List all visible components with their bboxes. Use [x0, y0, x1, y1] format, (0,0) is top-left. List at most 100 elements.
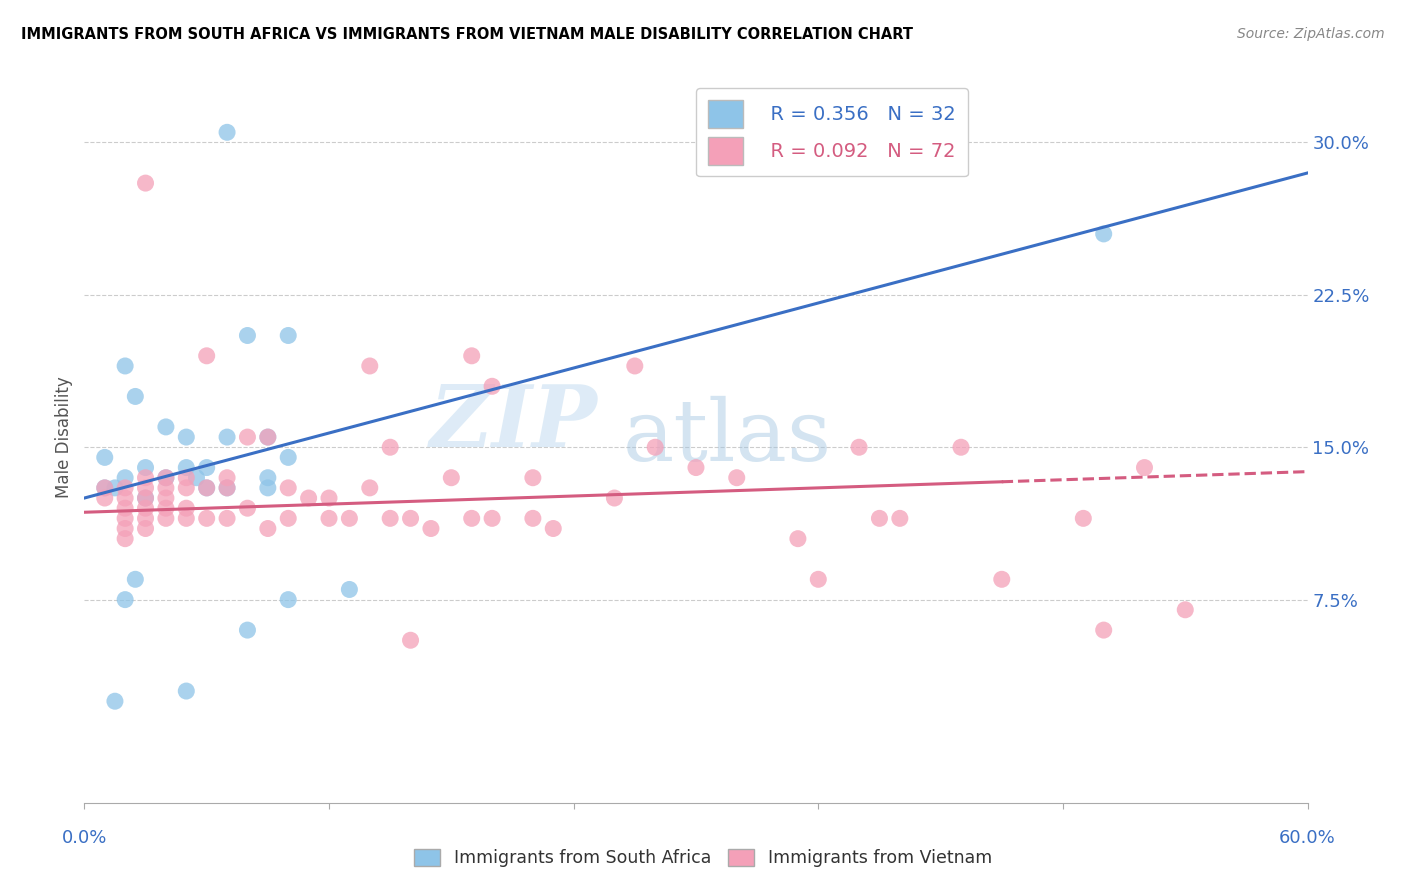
Point — [114, 359, 136, 373]
Point — [889, 511, 911, 525]
Point — [135, 481, 157, 495]
Point — [174, 684, 197, 698]
Point — [1174, 603, 1197, 617]
Point — [217, 430, 239, 444]
Point — [1092, 623, 1115, 637]
Point — [787, 532, 810, 546]
Point — [807, 572, 830, 586]
Point — [522, 471, 544, 485]
Point — [1071, 511, 1094, 525]
Text: 60.0%: 60.0% — [1279, 830, 1336, 847]
Point — [603, 491, 626, 505]
Point — [380, 440, 402, 454]
Point — [135, 511, 157, 525]
Point — [124, 572, 146, 586]
Point — [1133, 460, 1156, 475]
Point — [257, 471, 280, 485]
Point — [339, 511, 360, 525]
Point — [420, 522, 443, 536]
Point — [644, 440, 666, 454]
Point — [257, 522, 280, 536]
Text: IMMIGRANTS FROM SOUTH AFRICA VS IMMIGRANTS FROM VIETNAM MALE DISABILITY CORRELAT: IMMIGRANTS FROM SOUTH AFRICA VS IMMIGRAN… — [21, 27, 912, 42]
Point — [114, 501, 136, 516]
Point — [277, 481, 299, 495]
Point — [155, 471, 177, 485]
Point — [624, 359, 647, 373]
Point — [195, 511, 218, 525]
Point — [236, 430, 259, 444]
Point — [481, 511, 503, 525]
Point — [440, 471, 463, 485]
Point — [217, 481, 239, 495]
Point — [277, 511, 299, 525]
Text: atlas: atlas — [623, 395, 832, 479]
Point — [174, 481, 197, 495]
Point — [359, 481, 381, 495]
Point — [124, 389, 146, 403]
Point — [848, 440, 870, 454]
Point — [93, 481, 115, 495]
Point — [155, 511, 177, 525]
Point — [481, 379, 503, 393]
Point — [93, 450, 115, 465]
Y-axis label: Male Disability: Male Disability — [55, 376, 73, 498]
Point — [135, 501, 157, 516]
Point — [104, 694, 127, 708]
Point — [217, 511, 239, 525]
Point — [257, 430, 280, 444]
Point — [174, 471, 197, 485]
Point — [114, 592, 136, 607]
Point — [217, 125, 239, 139]
Point — [155, 481, 177, 495]
Point — [93, 491, 115, 505]
Point — [174, 460, 197, 475]
Point — [217, 481, 239, 495]
Point — [277, 592, 299, 607]
Point — [522, 511, 544, 525]
Point — [135, 522, 157, 536]
Point — [685, 460, 707, 475]
Point — [257, 481, 280, 495]
Point — [195, 481, 218, 495]
Point — [277, 328, 299, 343]
Point — [174, 511, 197, 525]
Point — [461, 511, 484, 525]
Point — [217, 471, 239, 485]
Point — [114, 471, 136, 485]
Point — [725, 471, 748, 485]
Point — [135, 471, 157, 485]
Point — [298, 491, 321, 505]
Point — [257, 430, 280, 444]
Point — [543, 522, 565, 536]
Point — [318, 511, 340, 525]
Point — [277, 450, 299, 465]
Point — [93, 481, 115, 495]
Point — [155, 471, 177, 485]
Point — [869, 511, 891, 525]
Point — [135, 176, 157, 190]
Point — [155, 501, 177, 516]
Point — [1092, 227, 1115, 241]
Point — [174, 430, 197, 444]
Point — [186, 471, 208, 485]
Point — [461, 349, 484, 363]
Point — [114, 522, 136, 536]
Text: 0.0%: 0.0% — [62, 830, 107, 847]
Point — [195, 349, 218, 363]
Point — [174, 501, 197, 516]
Point — [359, 359, 381, 373]
Point — [195, 481, 218, 495]
Point — [950, 440, 973, 454]
Point — [991, 572, 1014, 586]
Point — [399, 633, 422, 648]
Point — [339, 582, 360, 597]
Legend:   R = 0.356   N = 32,   R = 0.092   N = 72: R = 0.356 N = 32, R = 0.092 N = 72 — [696, 88, 967, 177]
Point — [104, 481, 127, 495]
Point — [135, 491, 157, 505]
Point — [236, 501, 259, 516]
Point — [236, 328, 259, 343]
Point — [114, 491, 136, 505]
Point — [114, 481, 136, 495]
Point — [195, 460, 218, 475]
Point — [399, 511, 422, 525]
